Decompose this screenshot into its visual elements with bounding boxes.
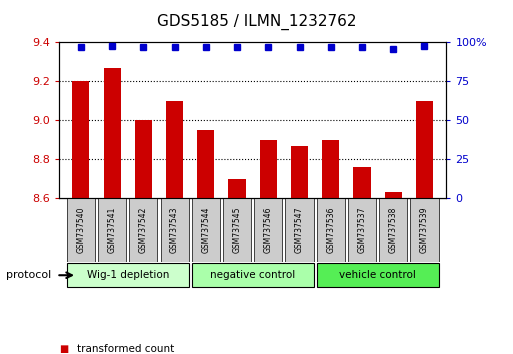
Bar — [291, 146, 308, 198]
Bar — [161, 198, 189, 262]
Bar — [317, 198, 345, 262]
Bar — [67, 263, 189, 287]
Text: ■: ■ — [59, 344, 68, 354]
Text: transformed count: transformed count — [77, 344, 174, 354]
Bar — [317, 263, 439, 287]
Bar — [72, 81, 89, 198]
Bar — [228, 179, 246, 198]
Bar — [353, 167, 370, 198]
Text: GSM737536: GSM737536 — [326, 207, 335, 253]
Text: negative control: negative control — [210, 270, 295, 280]
Bar — [223, 198, 251, 262]
Bar — [385, 192, 402, 198]
Bar — [192, 198, 220, 262]
Text: GDS5185 / ILMN_1232762: GDS5185 / ILMN_1232762 — [157, 14, 356, 30]
Text: GSM737541: GSM737541 — [108, 207, 116, 253]
Bar — [254, 198, 282, 262]
Text: GSM737546: GSM737546 — [264, 207, 273, 253]
Bar — [322, 140, 339, 198]
Text: GSM737543: GSM737543 — [170, 207, 179, 253]
Text: GSM737540: GSM737540 — [76, 207, 85, 253]
Bar — [410, 198, 439, 262]
Bar — [166, 101, 183, 198]
Bar — [285, 198, 313, 262]
Bar — [98, 198, 126, 262]
Bar — [416, 101, 433, 198]
Bar — [192, 263, 313, 287]
Text: GSM737537: GSM737537 — [358, 207, 366, 253]
Bar — [197, 130, 214, 198]
Bar — [135, 120, 152, 198]
Bar — [260, 140, 277, 198]
Bar — [348, 198, 376, 262]
Text: GSM737547: GSM737547 — [295, 207, 304, 253]
Text: GSM737545: GSM737545 — [232, 207, 242, 253]
Text: Wig-1 depletion: Wig-1 depletion — [87, 270, 169, 280]
Text: GSM737544: GSM737544 — [201, 207, 210, 253]
Text: protocol: protocol — [6, 270, 51, 280]
Text: GSM737538: GSM737538 — [389, 207, 398, 253]
Bar — [129, 198, 157, 262]
Bar — [67, 198, 95, 262]
Bar — [379, 198, 407, 262]
Text: GSM737542: GSM737542 — [139, 207, 148, 253]
Text: GSM737539: GSM737539 — [420, 207, 429, 253]
Bar — [104, 68, 121, 198]
Text: vehicle control: vehicle control — [339, 270, 416, 280]
